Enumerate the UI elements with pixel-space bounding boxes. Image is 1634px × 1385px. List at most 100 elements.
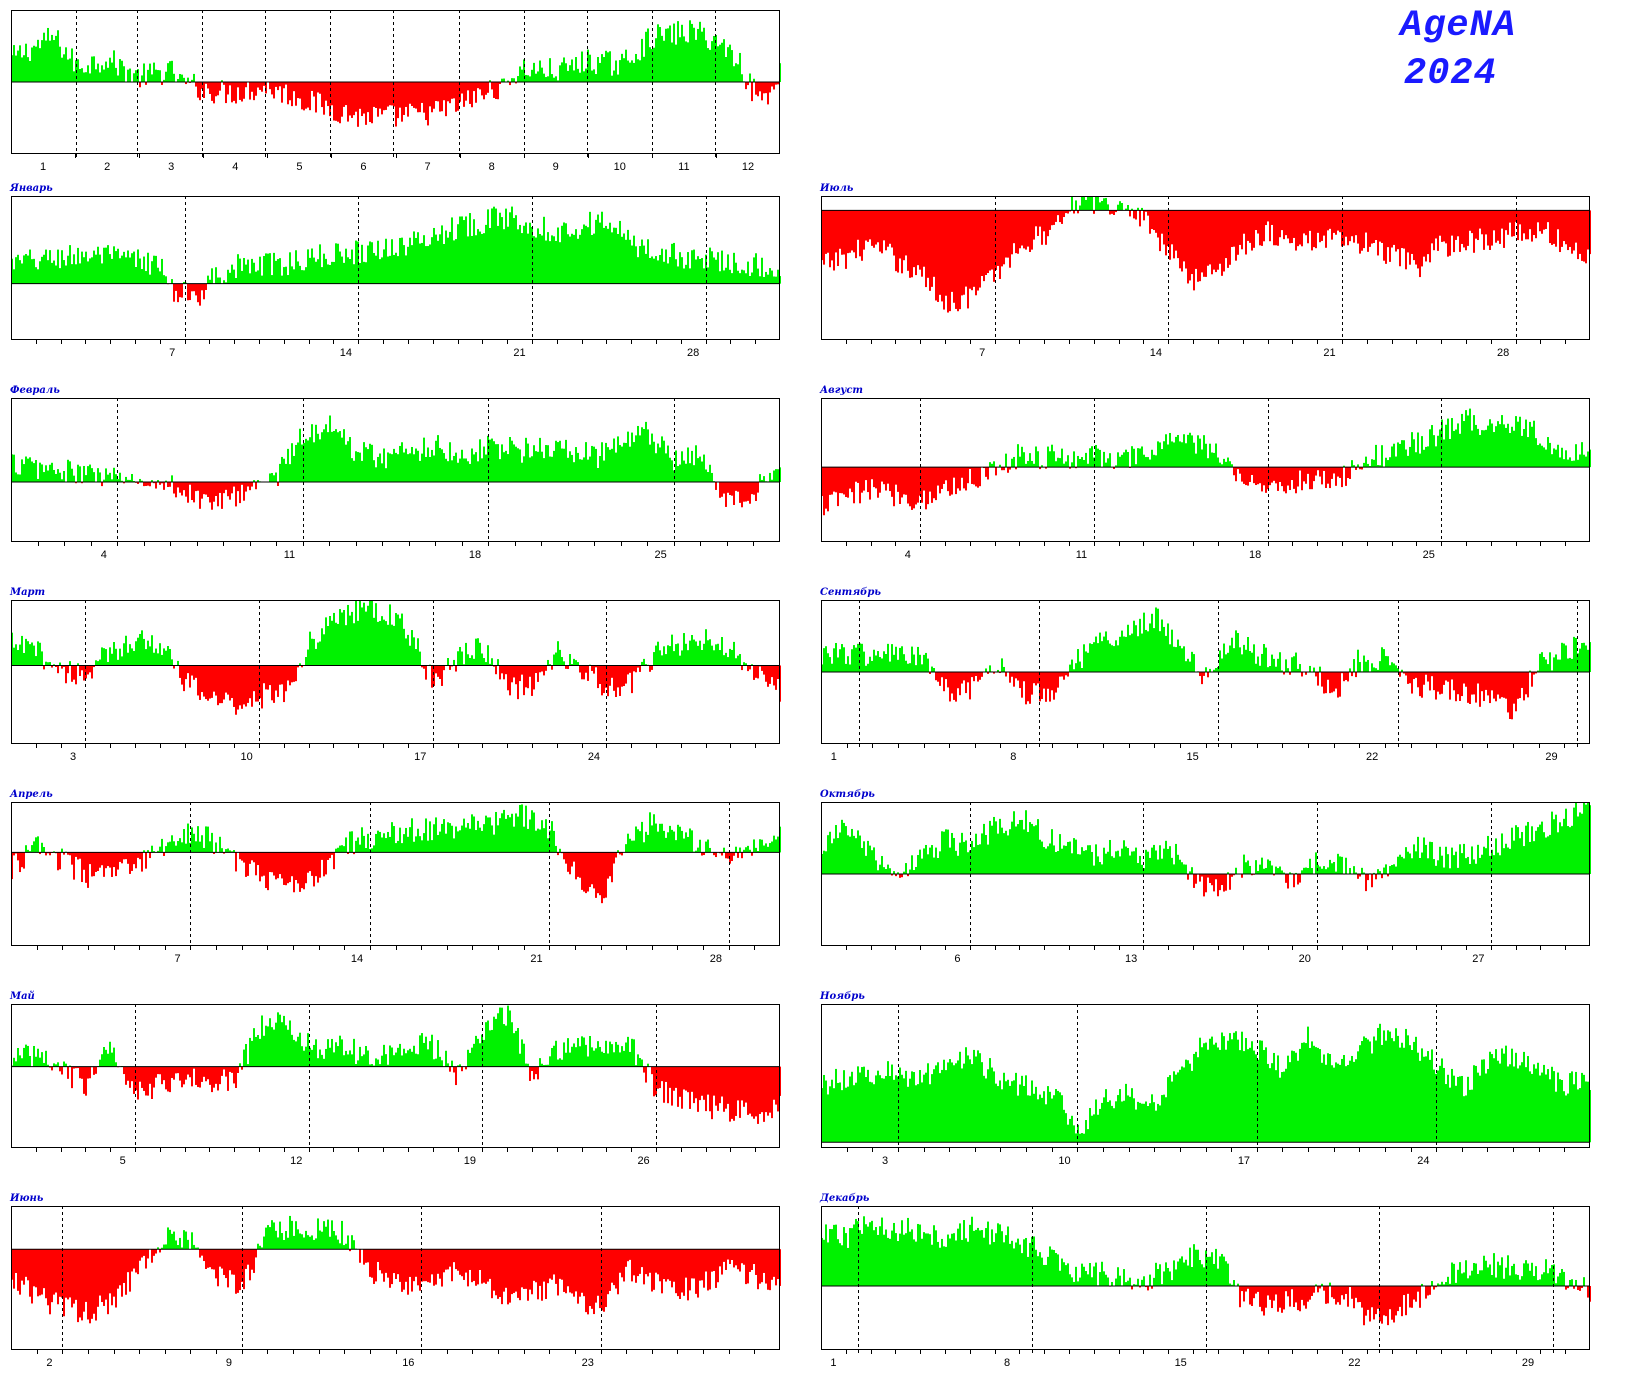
bar-sep <box>1121 630 1123 672</box>
bar-mar <box>255 665 257 702</box>
bar-nov <box>1153 1102 1155 1143</box>
bar-apr <box>503 809 505 853</box>
bar-sep <box>1203 672 1205 676</box>
bar-jun <box>225 1249 227 1279</box>
bar-jan <box>391 239 393 284</box>
bar-oct <box>1093 865 1095 874</box>
bar-may <box>93 1066 95 1075</box>
bar-sep <box>835 642 837 672</box>
bar-mar <box>769 665 771 684</box>
bar-mar <box>547 659 549 666</box>
bar-oct <box>1549 834 1551 874</box>
bar-mar <box>709 639 711 666</box>
brand-title: AgeNA <box>1400 5 1517 47</box>
bar-jul <box>1531 210 1533 242</box>
bar-jul <box>861 210 863 261</box>
bar-apr <box>661 823 663 853</box>
bar-jul <box>899 210 901 259</box>
bar-jan <box>25 254 27 284</box>
bar-oct <box>1067 841 1069 874</box>
bar-oct <box>1137 863 1139 874</box>
bar-nov <box>1469 1089 1471 1143</box>
bar-jun <box>457 1249 459 1271</box>
bar-apr <box>227 848 229 853</box>
bar-may <box>433 1059 435 1067</box>
bar-apr <box>701 852 703 856</box>
bar-nov <box>1325 1064 1327 1143</box>
bar-sep <box>1571 658 1573 672</box>
bar-jun <box>661 1249 663 1294</box>
bar-aug <box>971 467 973 484</box>
bar-nov <box>1395 1028 1397 1143</box>
bar-aug <box>1373 459 1375 468</box>
bar-jun <box>259 1245 261 1250</box>
bar-nov <box>1551 1066 1553 1143</box>
bar-mar <box>35 656 37 666</box>
bar-year <box>229 82 231 86</box>
bar-year <box>341 82 343 117</box>
bar-mar <box>765 665 767 682</box>
bar-nov <box>1391 1038 1393 1143</box>
bar-may <box>743 1066 745 1107</box>
bar-mar <box>439 665 441 679</box>
bar-jul <box>1383 210 1385 261</box>
bar-mar <box>101 647 103 666</box>
bar-jun <box>727 1249 729 1260</box>
bar-sep <box>843 647 845 672</box>
bar-may <box>125 1066 127 1085</box>
bar-oct <box>1175 843 1177 874</box>
bar-jan <box>415 237 417 284</box>
bar-jan <box>605 225 607 284</box>
bar-jul <box>1111 210 1113 214</box>
bar-jan <box>673 242 675 284</box>
bar-jun <box>651 1249 653 1292</box>
bar-year <box>683 36 685 82</box>
bar-aug <box>913 467 915 509</box>
bar-apr <box>657 831 659 853</box>
bar-feb <box>79 466 81 482</box>
bar-apr <box>733 852 735 856</box>
bar-feb <box>593 446 595 482</box>
bar-jan <box>59 268 61 284</box>
bar-oct <box>1221 874 1223 886</box>
bar-jul <box>1333 210 1335 233</box>
bar-mar <box>363 602 365 666</box>
bar-may <box>57 1062 59 1067</box>
bar-sep <box>847 656 849 672</box>
bar-jul <box>897 210 899 273</box>
bar-oct <box>1523 846 1525 874</box>
bar-jul <box>1129 210 1131 217</box>
bar-oct <box>1587 802 1589 874</box>
bar-sep <box>839 649 841 672</box>
bar-mar <box>243 665 245 705</box>
bar-oct <box>1001 827 1003 874</box>
bar-jun <box>127 1249 129 1273</box>
bar-aug <box>861 467 863 493</box>
bar-nov <box>859 1072 861 1143</box>
tick-label-oct: 13 <box>1125 953 1137 965</box>
bar-jul <box>1317 210 1319 233</box>
bar-sep <box>899 647 901 672</box>
bar-feb <box>393 448 395 482</box>
bar-feb <box>591 445 593 482</box>
bar-oct <box>1123 840 1125 874</box>
bar-mar <box>565 665 567 669</box>
bar-nov <box>927 1063 929 1143</box>
bar-may <box>29 1056 31 1067</box>
bar-jan <box>661 248 663 284</box>
bar-oct <box>871 850 873 874</box>
bar-may <box>61 1066 63 1075</box>
bar-aug <box>1421 436 1423 468</box>
bar-sep <box>1367 659 1369 672</box>
bar-sep <box>1127 624 1129 672</box>
bar-feb <box>693 465 695 482</box>
bar-jul <box>1027 210 1029 247</box>
bar-feb <box>253 480 255 482</box>
bar-jan <box>523 225 525 284</box>
bar-jun <box>139 1249 141 1261</box>
bar-year <box>433 82 435 109</box>
bar-apr <box>77 852 79 860</box>
bar-nov <box>1165 1097 1167 1143</box>
bar-jan <box>723 270 725 284</box>
bar-jan <box>683 268 685 284</box>
